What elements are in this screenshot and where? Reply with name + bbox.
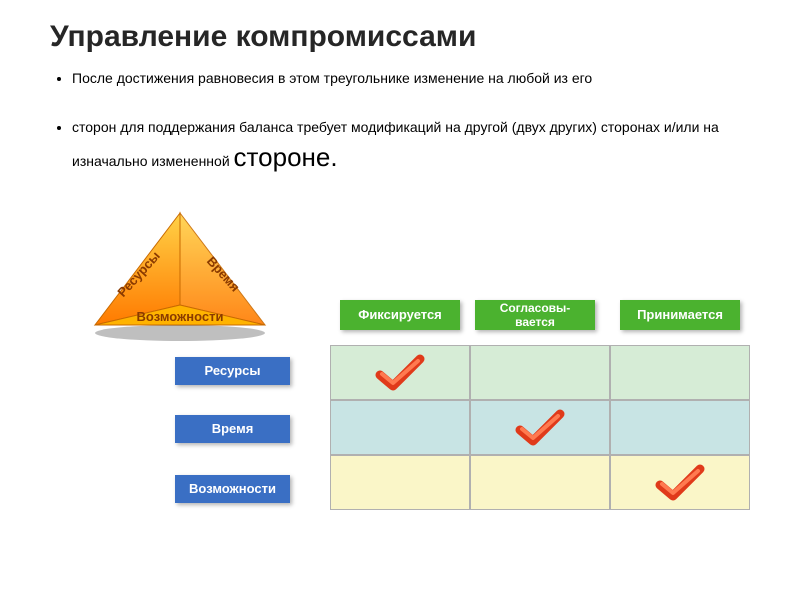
bullet-list: После достижения равновесия в этом треуг… bbox=[50, 68, 760, 177]
check-icon bbox=[515, 408, 565, 448]
matrix-infographic: Ресурсы Время Возможности Фиксируется Со… bbox=[80, 205, 780, 545]
cell-1-2 bbox=[610, 400, 750, 455]
bullet-item: сторон для поддержания баланса требует м… bbox=[72, 117, 760, 177]
cell-2-2 bbox=[610, 455, 750, 510]
col-header-fixed: Фиксируется bbox=[340, 300, 460, 330]
row-label: Возможности bbox=[189, 481, 276, 496]
check-icon bbox=[655, 463, 705, 503]
col-label: Принимается bbox=[637, 307, 723, 322]
pyramid-icon: Ресурсы Время Возможности bbox=[80, 205, 280, 345]
bullet-text: сторон для поддержания баланса требует м… bbox=[72, 119, 719, 169]
svg-text:Возможности: Возможности bbox=[137, 309, 224, 324]
check-icon bbox=[375, 353, 425, 393]
col-label: Согласовы-вается bbox=[500, 301, 571, 329]
cell-1-1 bbox=[470, 400, 610, 455]
bullet-item: После достижения равновесия в этом треуг… bbox=[72, 68, 760, 89]
page-title: Управление компромиссами bbox=[50, 20, 760, 54]
cell-0-2 bbox=[610, 345, 750, 400]
cell-0-0 bbox=[330, 345, 470, 400]
row-header-time: Время bbox=[175, 415, 290, 443]
col-header-agreed: Согласовы-вается bbox=[475, 300, 595, 330]
row-header-features: Возможности bbox=[175, 475, 290, 503]
col-label: Фиксируется bbox=[358, 307, 442, 322]
bullet-emph: стороне. bbox=[234, 142, 338, 172]
row-header-resources: Ресурсы bbox=[175, 357, 290, 385]
row-label: Время bbox=[212, 421, 254, 436]
cell-2-0 bbox=[330, 455, 470, 510]
cell-2-1 bbox=[470, 455, 610, 510]
row-label: Ресурсы bbox=[205, 363, 261, 378]
cell-1-0 bbox=[330, 400, 470, 455]
cell-0-1 bbox=[470, 345, 610, 400]
col-header-accepted: Принимается bbox=[620, 300, 740, 330]
